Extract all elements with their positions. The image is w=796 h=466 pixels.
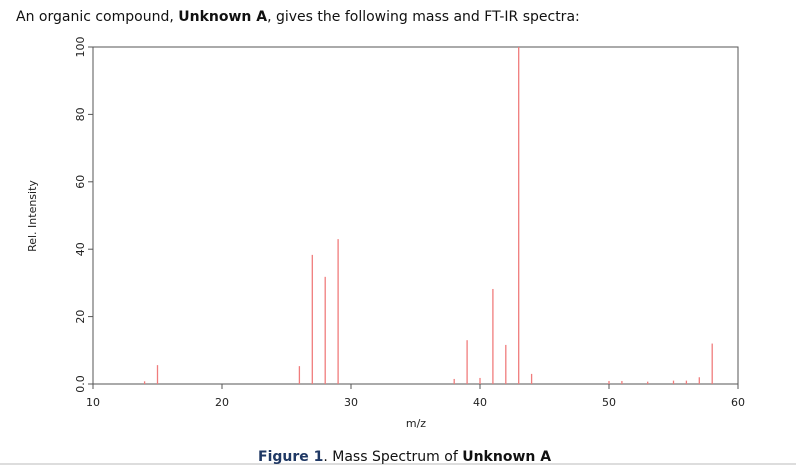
y-axis-label: Rel. Intensity [26,180,39,252]
caption-text: . Mass Spectrum of [323,449,463,465]
y-tick-label: 100 [74,37,87,58]
y-tick-label: 20 [74,310,87,324]
x-tick-label: 10 [86,396,100,409]
x-tick-label: 60 [731,396,745,409]
x-tick-label: 40 [473,396,487,409]
intro-text: , gives the following mass and FT-IR spe… [267,9,580,25]
caption-figure: Figure 1 [258,449,324,465]
caption-bold: Unknown A [462,449,552,465]
y-tick-label: 0.0 [74,375,87,393]
plot-frame [92,46,739,385]
intro: An organic compound, Unknown A, gives th… [16,9,580,25]
x-tick-label: 50 [602,396,616,409]
y-tick-label: 40 [74,242,87,256]
x-tick-label: 20 [215,396,229,409]
y-tick-label: 60 [74,175,87,189]
intro-text: An organic compound, [16,9,179,25]
x-tick-label: 30 [344,396,358,409]
y-tick-label: 80 [74,107,87,121]
intro-bold: Unknown A [178,9,268,25]
caption: Figure 1. Mass Spectrum of Unknown A [258,449,551,465]
x-axis-label: m/z [406,417,426,430]
